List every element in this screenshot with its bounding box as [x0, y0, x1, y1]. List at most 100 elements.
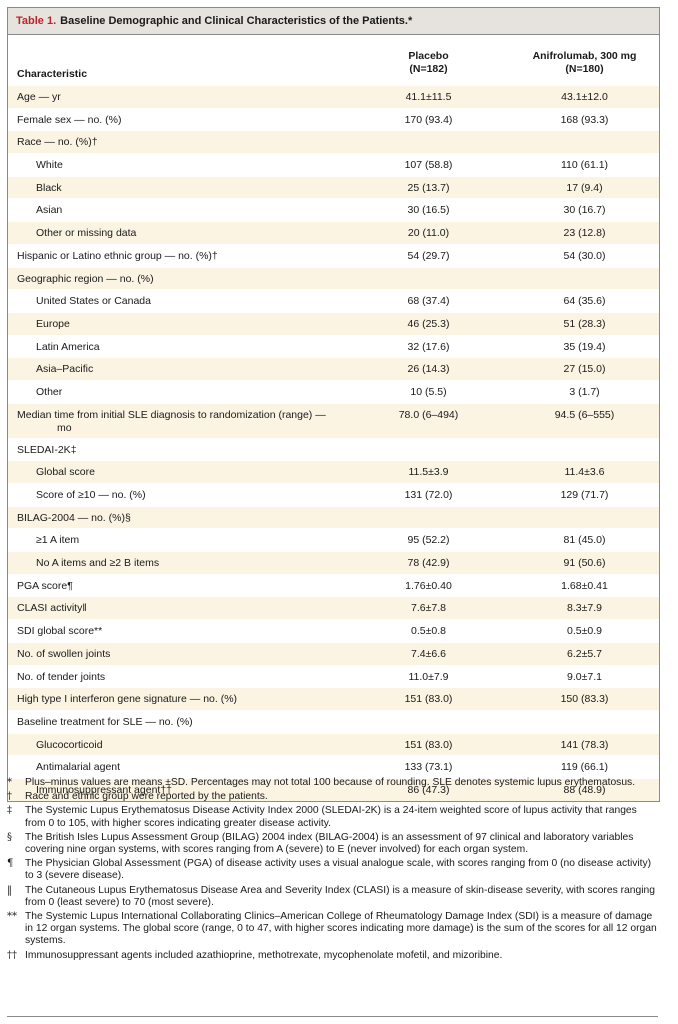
footnote: ¶ The Physician Global Assessment (PGA) …: [7, 858, 658, 882]
table-row: United States or Canada 68 (37.4) 64 (35…: [8, 289, 659, 312]
placebo-value: 151 (83.0): [404, 738, 453, 751]
anifrolumab-value: 43.1±12.0: [561, 91, 608, 103]
table-row: BILAG-2004 — no. (%)§: [8, 505, 659, 529]
placebo-value: 95 (52.2): [407, 534, 450, 547]
anifrolumab-value: 27 (15.0): [563, 363, 606, 376]
table-number: Table 1.: [16, 15, 57, 27]
anifrolumab-n: (N=180): [565, 63, 604, 75]
footnote-text: Immunosuppressant agents included azathi…: [25, 949, 503, 961]
footnote: † Race and ethnic group were reported by…: [7, 791, 658, 803]
table-row: No. of swollen joints 7.4±6.6 6.2±5.7: [8, 641, 659, 665]
table-row: White 107 (58.8) 110 (61.1): [8, 153, 659, 176]
anifrolumab-value: 9.0±7.1: [567, 670, 602, 683]
anifrolumab-value: 110 (61.1): [560, 159, 609, 172]
row-label: Asia–Pacific: [36, 363, 94, 376]
footnote: †† Immunosuppressant agents included aza…: [7, 950, 658, 962]
table-header: Characteristic Placebo (N=182) Anifrolum…: [8, 35, 659, 85]
row-label: CLASI activity‖: [17, 602, 87, 615]
row-label: SLEDAI-2K‡: [17, 443, 77, 456]
anifrolumab-value: 35 (19.4): [563, 340, 606, 353]
table-row: Black 25 (13.7) 17 (9.4): [8, 175, 659, 199]
footnote-symbol: *: [7, 777, 12, 788]
placebo-value: 78.0 (6–494): [398, 408, 459, 421]
table-row: Global score 11.5±3.9 11.4±3.6: [8, 460, 659, 483]
footnote-text: The Cutaneous Lupus Erythematosus Diseas…: [25, 884, 655, 908]
anifrolumab-value: 3 (1.7): [569, 385, 600, 398]
footnote-text: The Systemic Lupus Erythematosus Disease…: [25, 805, 637, 829]
footnote-symbol: ¶: [7, 858, 14, 870]
table-row: ≥1 A item 95 (52.2) 81 (45.0): [8, 528, 659, 552]
column-header-anifrolumab: Anifrolumab, 300 mg (N=180): [517, 50, 652, 76]
row-label: ≥1 A item: [36, 534, 80, 547]
table-row: Median time from initial SLE diagnosis t…: [8, 402, 659, 438]
footnote-symbol: ‖: [7, 884, 12, 896]
placebo-value: 78 (42.9): [407, 557, 450, 570]
placebo-value: 11.0±7.9: [408, 670, 449, 683]
table-row: Race — no. (%)†: [8, 130, 659, 154]
row-label: Other: [36, 385, 63, 398]
baseline-table: Table 1. Baseline Demographic and Clinic…: [7, 7, 660, 802]
table-row: Geographic region — no. (%): [8, 266, 659, 290]
placebo-value: 133 (73.1): [404, 761, 453, 774]
column-header-placebo: Placebo (N=182): [361, 50, 496, 76]
row-label: Score of ≥10 — no. (%): [36, 489, 146, 501]
footnote: ‖ The Cutaneous Lupus Erythematosus Dise…: [7, 885, 658, 909]
placebo-value: 107 (58.8): [404, 159, 453, 172]
anifrolumab-value: 11.4±3.6: [564, 466, 605, 479]
row-label: High type I interferon gene signature — …: [17, 693, 238, 706]
row-label: Antimalarial agent: [36, 761, 121, 774]
footnote-text: The Systemic Lupus International Collabo…: [25, 911, 657, 947]
anifrolumab-value: 23 (12.8): [563, 227, 606, 240]
placebo-n: (N=182): [409, 63, 448, 75]
anifrolumab-value: 141 (78.3): [560, 738, 609, 751]
table-row: CLASI activity‖ 7.6±7.8 8.3±7.9: [8, 596, 659, 620]
row-label: Black: [36, 181, 62, 194]
footnote-symbol: †: [7, 791, 12, 803]
anifrolumab-value: 1.68±0.41: [561, 579, 608, 592]
table-caption: Table 1. Baseline Demographic and Clinic…: [8, 8, 659, 35]
table-row: Europe 46 (25.3) 51 (28.3): [8, 311, 659, 335]
table-row: PGA score¶ 1.76±0.40 1.68±0.41: [8, 573, 659, 597]
footnote: § The British Isles Lupus Assessment Gro…: [7, 832, 658, 856]
table-row: Asian 30 (16.5) 30 (16.7): [8, 198, 659, 222]
table-row: Asia–Pacific 26 (14.3) 27 (15.0): [8, 357, 659, 380]
column-header-characteristic: Characteristic: [17, 68, 88, 80]
footnote: * Plus–minus values are means ±SD. Perce…: [7, 777, 658, 789]
placebo-value: 0.5±0.8: [411, 625, 446, 638]
footnote-text: Race and ethnic group were reported by t…: [25, 791, 268, 803]
table-row: No A items and ≥2 B items 78 (42.9) 91 (…: [8, 551, 659, 574]
footnote-symbol: ††: [7, 949, 17, 961]
placebo-name: Placebo: [408, 50, 449, 62]
table-row: Age — yr 41.1±11.5 43.1±12.0: [8, 85, 659, 108]
placebo-value: 54 (29.7): [407, 249, 450, 262]
placebo-value: 46 (25.3): [407, 317, 450, 330]
anifrolumab-value: 94.5 (6–555): [554, 408, 615, 421]
footnote-text: Plus–minus values are means ±SD. Percent…: [25, 777, 636, 788]
row-label: Asian: [36, 204, 63, 217]
anifrolumab-value: 168 (93.3): [560, 113, 609, 126]
anifrolumab-value: 54 (30.0): [563, 249, 606, 262]
placebo-value: 131 (72.0): [404, 489, 453, 501]
row-label: Geographic region — no. (%): [17, 272, 154, 285]
footnote-symbol: ‡: [7, 805, 12, 817]
footnote: ** The Systemic Lupus International Coll…: [7, 911, 658, 948]
anifrolumab-value: 8.3±7.9: [567, 602, 602, 615]
row-label: Median time from initial SLE diagnosis t…: [17, 408, 326, 434]
row-label: Race — no. (%)†: [17, 136, 98, 149]
anifrolumab-value: 30 (16.7): [563, 204, 606, 217]
anifrolumab-value: 6.2±5.7: [567, 647, 602, 660]
table-row: SDI global score** 0.5±0.8 0.5±0.9: [8, 619, 659, 642]
anifrolumab-value: 91 (50.6): [563, 557, 606, 570]
row-label: Global score: [36, 466, 95, 479]
row-label: No. of tender joints: [17, 670, 106, 683]
anifrolumab-value: 119 (66.1): [560, 761, 609, 774]
placebo-value: 68 (37.4): [407, 295, 450, 308]
row-label: Other or missing data: [36, 227, 137, 240]
table-row: Female sex — no. (%) 170 (93.4) 168 (93.…: [8, 107, 659, 131]
placebo-value: 86 (47.3): [407, 783, 450, 796]
row-label: Europe: [36, 317, 70, 330]
table-row: Baseline treatment for SLE — no. (%): [8, 709, 659, 733]
placebo-value: 7.4±6.6: [411, 647, 446, 660]
footnote-symbol: **: [7, 911, 17, 923]
placebo-value: 151 (83.0): [404, 693, 453, 706]
